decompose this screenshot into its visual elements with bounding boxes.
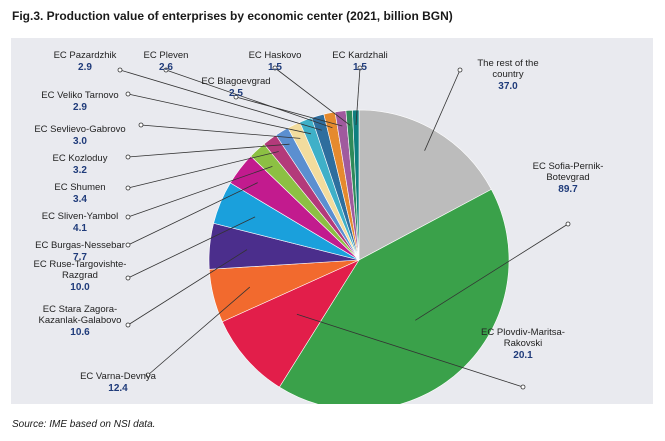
slice-label-4-line-1: EC Varna-Devnya	[80, 371, 157, 382]
leader-line-10	[127, 143, 290, 158]
slice-label-13-line-1: EC Pazardzhik	[54, 50, 117, 61]
slice-label-5-line-2: Kazanlak-Galabovo	[39, 315, 122, 326]
slice-value-4: 12.4	[108, 383, 128, 394]
leader-dot-9	[125, 185, 131, 191]
leader-dot-13	[117, 67, 123, 73]
slice-label-3-line-2: Rakovski	[504, 338, 543, 349]
leader-dot-2	[565, 221, 571, 227]
slice-label-10-line-1: EC Kozloduy	[53, 153, 108, 164]
slice-label-2-line-1: EC Sofia-Pernik-	[533, 161, 604, 172]
leader-line-2	[415, 223, 569, 321]
chart-area: The rest of the country 37.0 EC Sofia-Perni…	[11, 38, 653, 404]
slice-value-10: 3.2	[73, 165, 87, 176]
slice-value-7: 7.7	[73, 252, 87, 263]
leader-line-14	[165, 69, 333, 129]
pie-slice-17	[352, 109, 360, 261]
slice-label-15-line-1: EC Blagoevgrad	[201, 76, 270, 87]
leader-dot-5	[125, 322, 131, 328]
slice-label-6-line-1: EC Ruse-Targovishte-	[34, 259, 127, 270]
leader-dot-12	[125, 91, 131, 97]
slice-label-5-line-1: EC Stara Zagora-	[43, 304, 117, 315]
leader-dot-14	[163, 67, 169, 73]
slice-value-16: 1.5	[268, 62, 282, 73]
pie-slice-1	[358, 109, 492, 261]
slice-label-2-line-2: Botevgrad	[546, 172, 589, 183]
slice-value-2: 89.7	[558, 184, 578, 195]
slice-value-12: 2.9	[73, 102, 87, 113]
slice-label-7-line-1: EC Burgas-Nessebar	[35, 240, 125, 251]
leader-dot-4	[145, 372, 151, 378]
leader-line-4	[147, 286, 251, 376]
leader-line-1	[424, 69, 461, 151]
slice-value-3: 20.1	[513, 350, 533, 361]
leader-line-17	[355, 67, 361, 126]
leader-dot-15	[233, 94, 239, 100]
leader-dot-17	[357, 65, 363, 71]
source-note: Source: IME based on NSI data.	[12, 419, 156, 430]
leader-line-5	[127, 249, 248, 326]
slice-value-1: 37.0	[498, 81, 518, 92]
slice-label-1-line-1: The rest of the	[477, 58, 538, 69]
slice-value-6: 10.0	[70, 282, 90, 293]
slice-value-5: 10.6	[70, 327, 90, 338]
leader-dot-6	[125, 275, 131, 281]
slice-label-12-line-1: EC Veliko Tarnovo	[41, 90, 118, 101]
slice-value-8: 4.1	[73, 223, 87, 234]
slice-label-17-line-1: EC Kardzhali	[332, 50, 387, 61]
slice-value-15: 2.5	[229, 88, 243, 99]
slice-label-14-line-1: EC Pleven	[144, 50, 189, 61]
slice-label-8-line-1: EC Sliven-Yambol	[42, 211, 118, 222]
leader-line-16	[274, 67, 351, 126]
leader-line-9	[127, 151, 279, 189]
pie-slice-2	[278, 189, 510, 404]
leader-line-11	[140, 124, 301, 139]
slice-value-14: 2.6	[159, 62, 173, 73]
leader-line-15	[235, 96, 343, 127]
leader-dot-8	[125, 214, 131, 220]
leader-line-6	[127, 216, 256, 279]
slice-label-16-line-1: EC Haskovo	[249, 50, 302, 61]
leader-dot-16	[272, 65, 278, 71]
leader-line-13	[119, 69, 322, 131]
slice-label-11-line-1: EC Sevlievo-Gabrovo	[34, 124, 125, 135]
leader-dot-10	[125, 154, 131, 160]
slice-label-9-line-1: EC Shumen	[54, 182, 105, 193]
pie-slice-3	[221, 259, 360, 388]
slice-value-11: 3.0	[73, 136, 87, 147]
leader-dot-11	[138, 122, 144, 128]
slice-value-13: 2.9	[78, 62, 92, 73]
leader-line-8	[127, 166, 273, 218]
slice-label-3-line-1: EC Plovdiv-Maritsa-	[481, 327, 565, 338]
chart-title: Fig.3. Production value of enterprises b…	[12, 9, 453, 23]
leader-line-7	[127, 182, 258, 246]
leader-line-3	[296, 313, 524, 388]
leader-line-12	[127, 93, 312, 135]
leader-dot-3	[520, 384, 526, 390]
leader-dot-1	[457, 67, 463, 73]
slice-value-17: 1.5	[353, 62, 367, 73]
leader-dot-7	[125, 242, 131, 248]
slice-label-6-line-2: Razgrad	[62, 270, 98, 281]
slice-value-9: 3.4	[73, 194, 87, 205]
slice-label-1-line-2: country	[492, 69, 523, 80]
